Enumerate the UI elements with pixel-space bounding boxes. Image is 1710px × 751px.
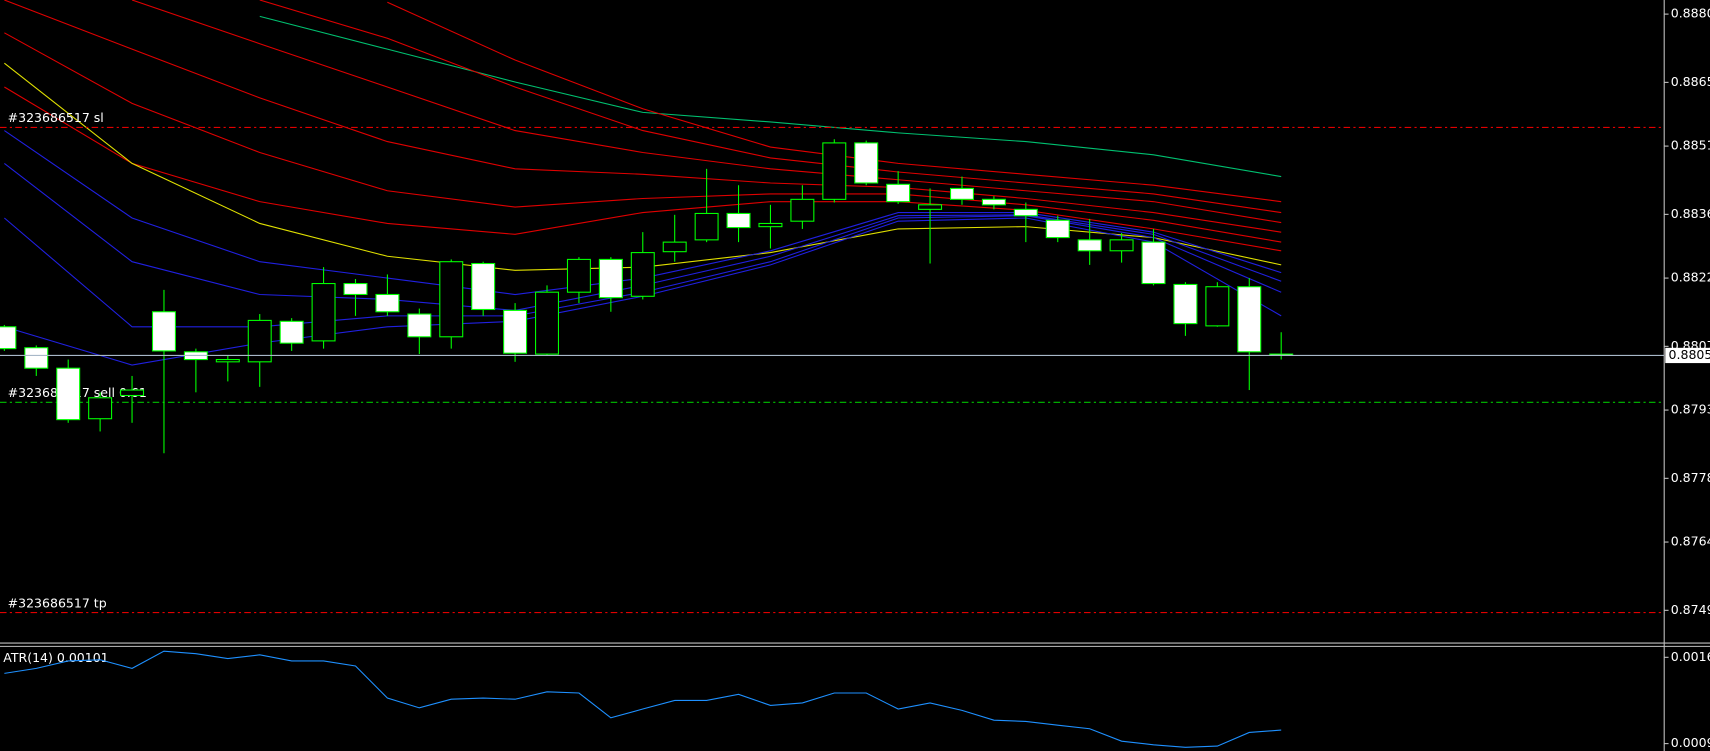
y-tick-label: 0.8822	[1671, 270, 1710, 285]
candle-body	[694, 212, 719, 241]
candle-body	[981, 198, 1006, 206]
candle-body	[726, 212, 751, 229]
candle-body	[822, 142, 847, 200]
moving-average	[131, 0, 1282, 224]
candle-body	[279, 320, 304, 344]
candle-body	[918, 204, 943, 210]
candle-body	[1109, 239, 1134, 252]
candle-body	[439, 261, 464, 338]
candle-body	[886, 183, 911, 203]
candle-body	[0, 326, 17, 350]
y-tick-label: 0.8778	[1671, 470, 1710, 485]
candle-body	[949, 187, 974, 200]
candle-body	[854, 142, 879, 184]
candle-body	[120, 389, 145, 397]
candle-body	[24, 347, 49, 369]
candle-body	[247, 319, 272, 363]
candle-body	[311, 282, 336, 342]
candle-body	[535, 291, 560, 355]
candle-body	[1237, 286, 1262, 353]
moving-average	[259, 0, 1282, 214]
candle-body	[375, 293, 400, 313]
trade-level-label: #323686517 sl	[8, 110, 104, 125]
trade-level-label: #323686517 tp	[8, 595, 107, 610]
candle-body	[407, 313, 432, 338]
y-tick-label: 0.8836	[1671, 206, 1710, 221]
candle-body	[1077, 239, 1102, 252]
moving-average	[4, 32, 1282, 243]
candle-body	[215, 359, 240, 363]
y-tick-label: 0.8749	[1671, 602, 1710, 617]
y-tick-label: 0.8851	[1671, 138, 1710, 153]
candle-body	[598, 258, 623, 299]
candle-body	[56, 367, 81, 421]
y-tick-label: 0.8865	[1671, 74, 1710, 89]
y-tick-label: 0.8793	[1671, 402, 1710, 417]
moving-average	[4, 86, 1282, 252]
candle-body	[1045, 219, 1070, 239]
candle-body	[662, 241, 687, 253]
y-tick-label: 0.0016	[1671, 649, 1710, 664]
candle-body	[1173, 283, 1198, 325]
candle-body	[1205, 286, 1230, 327]
candle-body	[471, 262, 496, 311]
current-price-label: 0.8805	[1669, 347, 1710, 362]
candle-body	[1141, 241, 1166, 285]
indicator-title: ATR(14) 0.00101	[3, 650, 108, 665]
atr-panel: 0.0016 0.0009 ATR(14) 0.00101	[3, 649, 1710, 750]
candle-body	[343, 282, 368, 296]
atr-line	[4, 650, 1282, 748]
candle-body	[1013, 208, 1038, 217]
price-panel: 0.88800.88650.88510.88360.88220.88070.87…	[0, 0, 1710, 617]
current-price-box	[1665, 347, 1710, 364]
candle-body	[790, 198, 815, 222]
candle-body	[88, 397, 113, 420]
y-tick-label: 0.8764	[1671, 534, 1710, 549]
moving-average	[259, 15, 1282, 178]
candle-body	[151, 311, 176, 352]
moving-average	[4, 0, 1282, 233]
y-tick-label: 0.0009	[1671, 735, 1710, 750]
candle-body	[630, 252, 655, 297]
candle-body	[503, 309, 528, 354]
candle-body	[566, 258, 591, 293]
candle-body	[758, 222, 783, 228]
